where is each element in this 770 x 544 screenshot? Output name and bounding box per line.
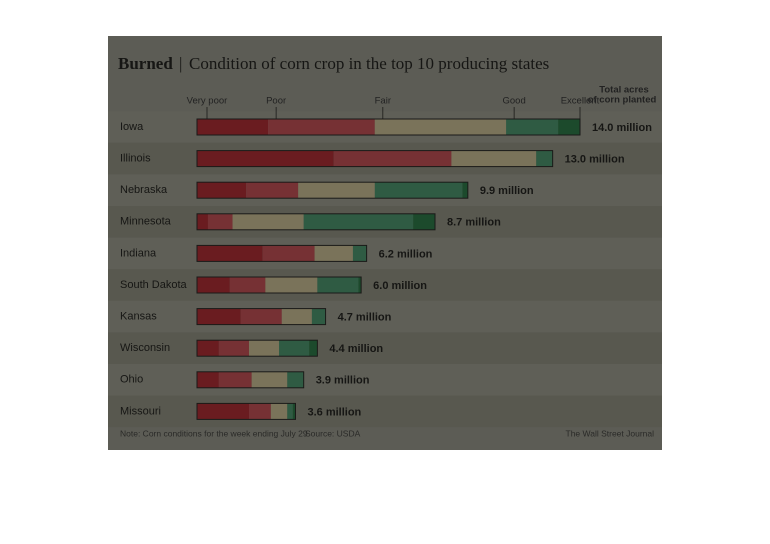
bar-segment xyxy=(352,245,367,262)
bar-segment xyxy=(281,308,312,325)
row-band xyxy=(108,364,662,396)
bar-segment xyxy=(197,403,249,420)
total-label: 3.6 million xyxy=(307,406,361,418)
bar-segment xyxy=(536,150,553,167)
legend-label: Very poor xyxy=(187,96,228,107)
legend-label: Excellent xyxy=(561,96,600,107)
total-label: 4.7 million xyxy=(338,312,392,324)
bar-segment xyxy=(311,308,326,325)
bar-outline xyxy=(196,402,296,420)
bar-outline xyxy=(196,213,436,231)
total-label: 3.9 million xyxy=(316,375,370,387)
bar-segment xyxy=(262,245,315,262)
bar-segment xyxy=(303,213,414,230)
total-label: 6.0 million xyxy=(373,280,427,292)
legend-label: Good xyxy=(503,96,526,107)
bar-outline xyxy=(196,339,318,357)
state-label: Ohio xyxy=(120,374,143,386)
state-label: Kansas xyxy=(120,311,157,323)
bar-segment xyxy=(270,403,288,420)
legend-label: Fair xyxy=(375,96,391,107)
bar-outline xyxy=(196,371,305,389)
total-header: of corn planted xyxy=(588,95,657,106)
bar-segment xyxy=(279,340,310,357)
bar-segment xyxy=(229,277,266,293)
bar-segment xyxy=(248,403,271,420)
bar-segment xyxy=(374,182,463,199)
bar-segment xyxy=(197,340,219,357)
bar-segment xyxy=(218,371,252,388)
bar-segment xyxy=(333,150,452,167)
bar-segment xyxy=(240,308,282,325)
credit: The Wall Street Journal xyxy=(566,428,655,438)
state-label: Indiana xyxy=(120,247,157,259)
bar-segment xyxy=(292,403,296,420)
total-label: 9.9 million xyxy=(480,185,534,197)
legend-label: Poor xyxy=(266,96,286,107)
row-band xyxy=(108,395,662,428)
bar-segment xyxy=(197,150,334,167)
total-label: 4.4 million xyxy=(329,343,383,355)
bar-segment xyxy=(451,150,537,167)
bar-segment xyxy=(287,403,293,420)
title-bold: Burned xyxy=(118,54,173,73)
bar-segment xyxy=(268,119,375,135)
bar-segment xyxy=(251,371,288,388)
bar-segment xyxy=(462,182,468,199)
bar-segment xyxy=(558,119,580,135)
state-label: Nebraska xyxy=(120,184,168,196)
note: Note: Corn conditions for the week endin… xyxy=(120,428,308,438)
bar-outline xyxy=(196,150,554,168)
bar-segment xyxy=(265,277,318,293)
bar-segment xyxy=(506,119,559,135)
bar-segment xyxy=(358,277,362,293)
bar-segment xyxy=(218,340,249,357)
bar-outline xyxy=(196,308,327,326)
bar-segment xyxy=(246,182,299,199)
bar-segment xyxy=(248,340,280,357)
bar-outline xyxy=(196,276,362,294)
bar-segment xyxy=(287,371,304,388)
bar-segment xyxy=(317,277,359,293)
bar-segment xyxy=(298,182,375,199)
bar-outline xyxy=(196,244,368,262)
bar-segment xyxy=(314,245,353,262)
bar-segment xyxy=(232,213,304,230)
state-label: Missouri xyxy=(120,405,161,417)
bar-outline xyxy=(196,181,469,199)
bar-segment xyxy=(197,245,263,262)
total-label: 14.0 million xyxy=(592,122,652,134)
row-band xyxy=(108,332,662,364)
bar-segment xyxy=(197,213,208,230)
bar-segment xyxy=(374,119,507,135)
total-label: 13.0 million xyxy=(565,154,625,166)
source: Source: USDA xyxy=(305,428,361,438)
chart-title: Condition of corn crop in the top 10 pro… xyxy=(189,54,549,73)
bar-segment xyxy=(197,277,230,293)
bar-segment xyxy=(309,340,318,357)
state-label: South Dakota xyxy=(120,279,188,291)
state-label: Iowa xyxy=(120,121,144,133)
bar-segment xyxy=(413,213,436,230)
bar-segment xyxy=(197,182,247,199)
bar-segment xyxy=(197,371,219,388)
total-label: 6.2 million xyxy=(379,248,433,260)
state-label: Minnesota xyxy=(120,216,172,228)
bar-segment xyxy=(197,119,269,135)
total-label: 8.7 million xyxy=(447,217,501,229)
bar-segment xyxy=(207,213,233,230)
bar-segment xyxy=(197,308,241,325)
total-header: Total acres xyxy=(599,85,648,96)
state-label: Wisconsin xyxy=(120,342,170,354)
state-label: Illinois xyxy=(120,153,151,165)
title-separator: | xyxy=(179,54,182,73)
bar-outline xyxy=(196,118,581,136)
